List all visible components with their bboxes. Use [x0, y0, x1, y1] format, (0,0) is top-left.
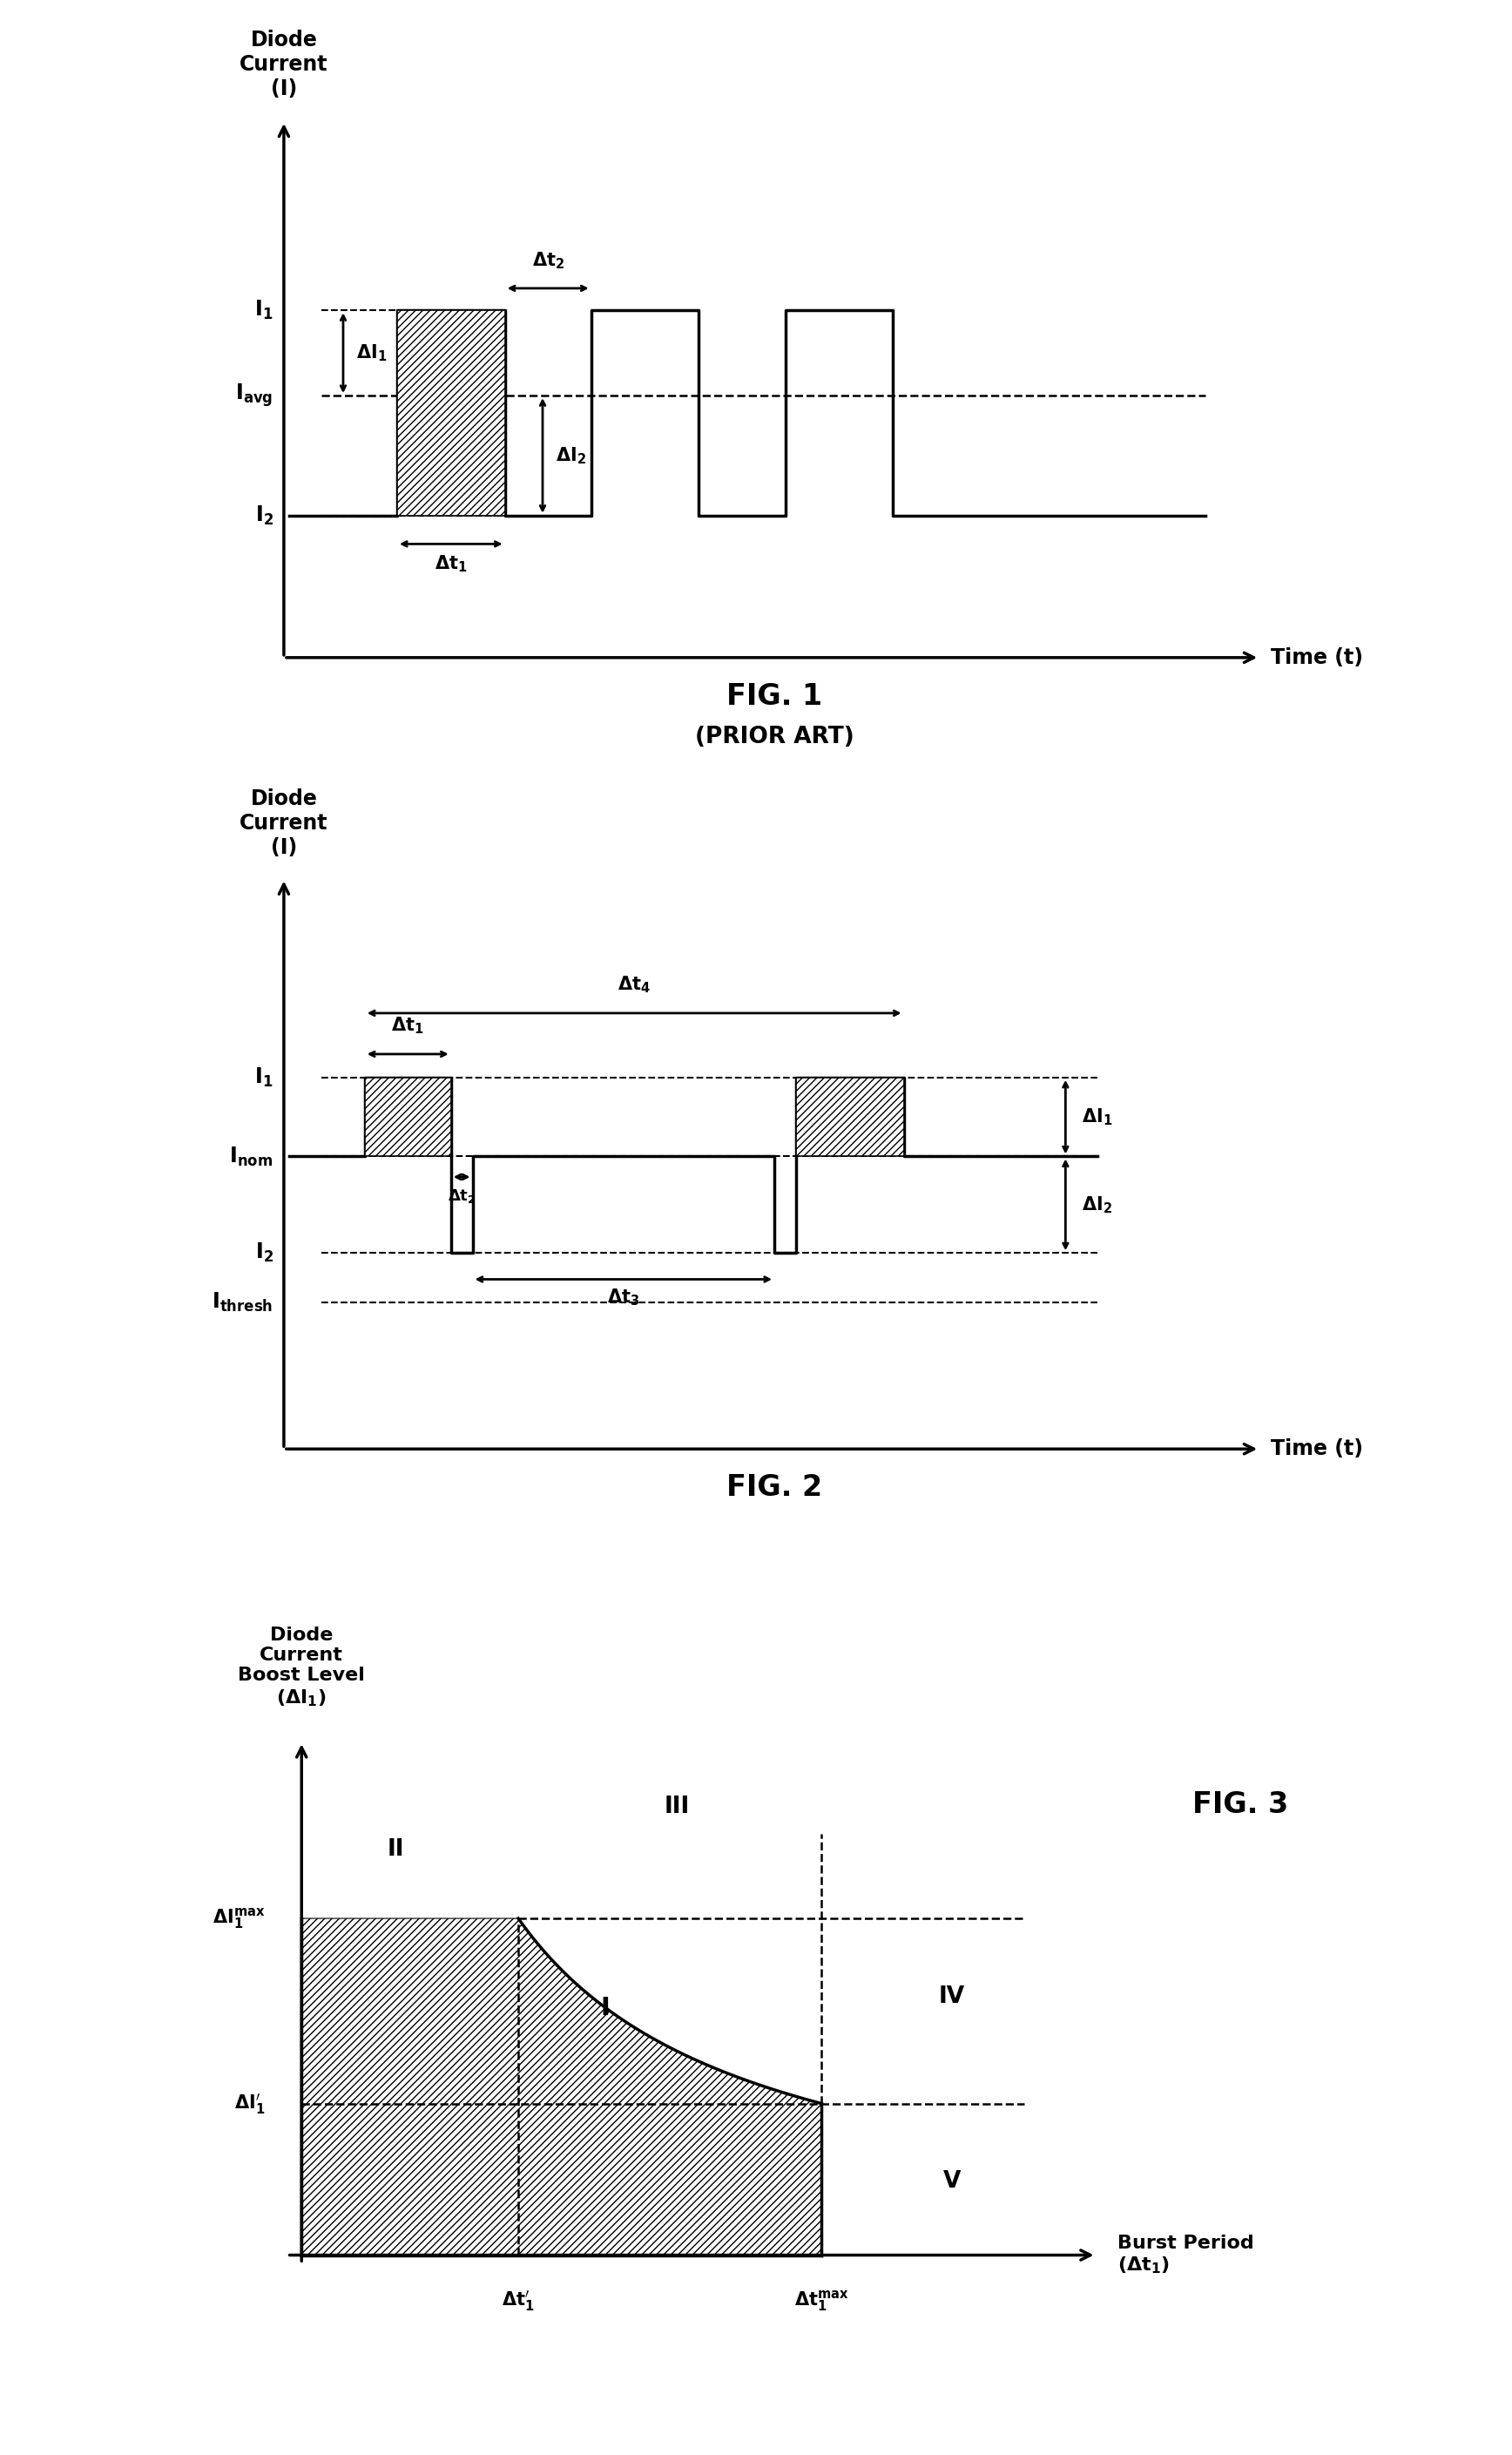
Text: $\mathbf{I_{nom}}$: $\mathbf{I_{nom}}$ [230, 1144, 274, 1169]
Text: $\mathbf{\Delta t_1}$: $\mathbf{\Delta t_1}$ [434, 552, 467, 574]
Text: $\mathbf{\Delta I_1^{max}}$: $\mathbf{\Delta I_1^{max}}$ [213, 1905, 266, 1930]
Text: $\mathbf{I_{avg}}$: $\mathbf{I_{avg}}$ [236, 383, 274, 410]
Text: $\mathbf{I_1}$: $\mathbf{I_1}$ [254, 300, 274, 322]
Bar [398, 309, 505, 516]
Polygon shape [301, 1917, 821, 2256]
Text: V: V [943, 2170, 960, 2192]
Text: I: I [600, 1996, 609, 2020]
Text: Diode
Current
(I): Diode Current (I) [240, 29, 328, 98]
Text: $\mathbf{\Delta t_2}$: $\mathbf{\Delta t_2}$ [532, 250, 564, 270]
Text: $\mathbf{\Delta I_2}$: $\mathbf{\Delta I_2}$ [555, 444, 587, 466]
Text: $\mathbf{I_{thresh}}$: $\mathbf{I_{thresh}}$ [212, 1291, 274, 1313]
Text: $\mathbf{\Delta t_2}$: $\mathbf{\Delta t_2}$ [448, 1188, 476, 1205]
Text: $\mathbf{\Delta I_1'}$: $\mathbf{\Delta I_1'}$ [234, 2092, 266, 2116]
Text: $\mathbf{\Delta I_1}$: $\mathbf{\Delta I_1}$ [1081, 1107, 1113, 1127]
Bar [795, 1078, 904, 1156]
Text: (PRIOR ART): (PRIOR ART) [696, 724, 854, 749]
Text: $\mathbf{I_2}$: $\mathbf{I_2}$ [254, 503, 274, 528]
Text: Diode
Current
(I): Diode Current (I) [240, 788, 328, 859]
Text: Diode
Current
Boost Level
$\mathbf{(\Delta I_1)}$: Diode Current Boost Level $\mathbf{(\Del… [237, 1625, 364, 1709]
Text: Time (t): Time (t) [1270, 648, 1362, 668]
Text: $\mathbf{\Delta t_1}$: $\mathbf{\Delta t_1}$ [392, 1014, 425, 1036]
Text: FIG. 2: FIG. 2 [726, 1473, 823, 1502]
Text: $\mathbf{I_2}$: $\mathbf{I_2}$ [254, 1242, 274, 1264]
Text: FIG. 3: FIG. 3 [1193, 1790, 1288, 1819]
Text: $\mathbf{\Delta I_2}$: $\mathbf{\Delta I_2}$ [1081, 1196, 1113, 1215]
Text: $\mathbf{I_1}$: $\mathbf{I_1}$ [254, 1065, 274, 1090]
Text: III: III [664, 1795, 689, 1819]
Text: $\mathbf{\Delta t_1'}$: $\mathbf{\Delta t_1'}$ [502, 2288, 535, 2313]
Text: $\mathbf{\Delta t_4}$: $\mathbf{\Delta t_4}$ [618, 975, 650, 994]
Text: $\mathbf{\Delta I_1}$: $\mathbf{\Delta I_1}$ [357, 344, 387, 363]
Text: Burst Period
$\mathbf{(\Delta t_1)}$: Burst Period $\mathbf{(\Delta t_1)}$ [1117, 2234, 1255, 2276]
Text: II: II [387, 1839, 404, 1861]
Text: IV: IV [939, 1986, 965, 2008]
Bar [364, 1078, 451, 1156]
Text: FIG. 1: FIG. 1 [726, 682, 823, 712]
Text: $\mathbf{\Delta t_1^{max}}$: $\mathbf{\Delta t_1^{max}}$ [794, 2288, 848, 2313]
Text: Time (t): Time (t) [1270, 1439, 1362, 1458]
Text: $\mathbf{\Delta t_3}$: $\mathbf{\Delta t_3}$ [608, 1286, 640, 1309]
